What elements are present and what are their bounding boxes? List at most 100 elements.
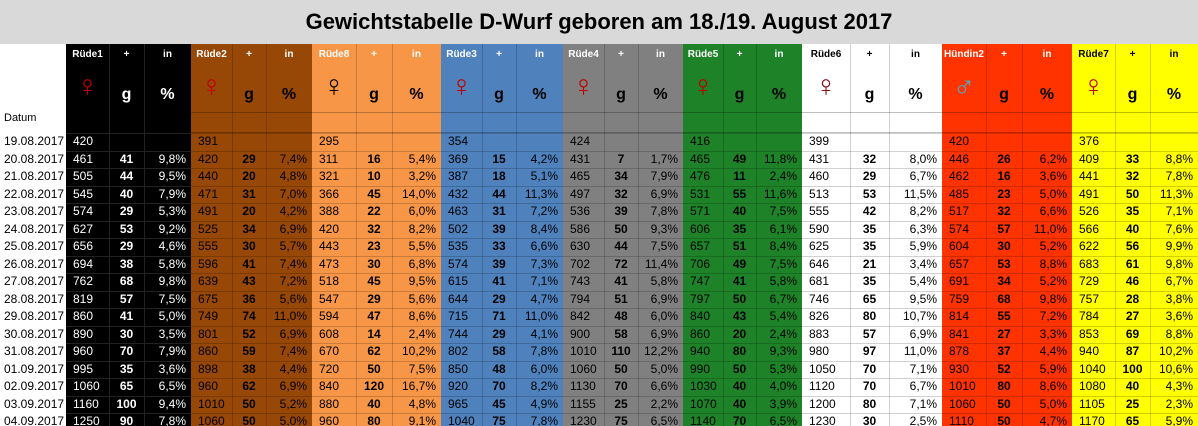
percent-cell: 4,4% <box>1039 344 1067 358</box>
gain-cell: 30 <box>242 239 256 253</box>
percent-cell: 6,7% <box>909 169 937 183</box>
weight-cell: 526 <box>1079 204 1100 218</box>
weight-cell: 842 <box>570 309 591 323</box>
grid-hline <box>942 290 1072 292</box>
grid-hline <box>441 168 563 169</box>
subheader-blank <box>1072 112 1198 133</box>
in-header: in <box>1169 49 1179 60</box>
percent-cell: 7,4% <box>279 256 307 271</box>
weight-cell: 566 <box>1079 221 1100 236</box>
grid-hline <box>191 308 312 309</box>
grid-hline <box>66 290 191 292</box>
grid-hline <box>191 325 312 327</box>
grid-hline <box>191 255 312 257</box>
gain-cell: 70 <box>119 344 134 358</box>
grid-hline <box>441 255 563 257</box>
unit-g: g <box>121 86 132 103</box>
weight-cell: 1160 <box>73 396 99 411</box>
gender-symbol-icon: ♀ <box>1082 70 1105 103</box>
percent-cell <box>266 133 312 151</box>
percent-cell: 5,9% <box>909 239 937 253</box>
gain-cell: 16 <box>997 169 1011 183</box>
weight-cell: 432 <box>448 186 469 201</box>
gain-cell: 48 <box>492 361 506 376</box>
weight-cell: 446 <box>949 151 970 166</box>
in-header: in <box>412 49 421 60</box>
unit-g: g <box>616 86 626 103</box>
percent-cell: 8,4% <box>769 239 797 253</box>
gain-cell: 71 <box>492 309 506 323</box>
weight-cell: 1170 <box>1079 414 1105 426</box>
weight-cell: 471 <box>198 186 219 201</box>
unit-g: g <box>244 86 254 103</box>
weight-cell: 860 <box>690 326 711 341</box>
weight-cell: 1010 <box>570 344 597 358</box>
grid-hline <box>312 325 441 327</box>
gain-cell <box>850 133 889 151</box>
weight-cell: 683 <box>1079 256 1100 271</box>
gain-cell: 61 <box>1125 256 1140 271</box>
gain-cell: 33 <box>492 239 506 253</box>
grid-hline <box>802 255 942 257</box>
weight-cell: 388 <box>319 204 340 218</box>
unit-pct: % <box>1039 86 1055 103</box>
percent-cell: 9,3% <box>650 221 678 236</box>
gain-cell <box>232 133 266 151</box>
weight-cell: 802 <box>448 344 469 358</box>
gain-cell: 39 <box>492 256 506 271</box>
grid-hline <box>441 325 563 327</box>
grid-hline <box>942 378 1072 379</box>
date-cell: 24.08.2017 <box>4 221 65 236</box>
grid-hline <box>1072 395 1198 397</box>
gain-cell: 75 <box>492 414 506 426</box>
gain-cell: 49 <box>732 256 747 271</box>
grid-hline <box>66 220 191 222</box>
percent-cell: 6,8% <box>408 256 436 271</box>
weight-cell: 321 <box>319 169 340 183</box>
grid-hline <box>1072 290 1198 292</box>
puppy-group-6: Rüde6 + in ♀ g% 399 431 32 8,0% 460 29 6,7% 513 53 11,… <box>802 44 942 426</box>
percent-cell: 7,8% <box>158 414 186 426</box>
grid-hline <box>942 203 1072 204</box>
grid-hline <box>191 343 312 344</box>
gain-cell: 45 <box>367 274 381 288</box>
gain-cell: 40 <box>1125 221 1140 236</box>
unit-g: g <box>999 86 1009 103</box>
weight-cell: 860 <box>73 309 94 323</box>
grid-hline <box>563 185 683 187</box>
weight-cell: 960 <box>319 414 340 426</box>
gain-cell <box>723 133 756 151</box>
gain-cell <box>604 133 638 151</box>
percent-cell: 2,3% <box>1165 396 1193 411</box>
weight-cell: 743 <box>570 274 591 288</box>
weight-cell: 531 <box>690 186 711 201</box>
percent-cell: 5,8% <box>769 274 797 288</box>
in-header: in <box>656 49 665 60</box>
puppy-name: Rüde5 <box>687 49 719 60</box>
percent-cell: 9,8% <box>1039 291 1067 306</box>
puppy-group-1: Rüde2 + in ♀ g% 391 420 29 7,4% 440 20 4,8% 471 31 7,0… <box>191 44 312 426</box>
gender-symbol-icon: ♂ <box>952 70 976 103</box>
grid-hline <box>1072 185 1198 187</box>
gain-cell: 23 <box>367 239 381 253</box>
percent-cell: 9,8% <box>1165 256 1193 271</box>
puppy-group-4: Rüde4 + in ♀ g% 424 431 7 1,7% 465 34 7,9% 497 32 6,9%… <box>563 44 683 426</box>
percent-cell: 1,7% <box>650 151 678 166</box>
percent-cell: 4,3% <box>1165 379 1193 393</box>
in-header: in <box>911 49 920 60</box>
grid-hline <box>1072 203 1198 204</box>
weight-cell: 518 <box>319 274 340 288</box>
grid-hline <box>802 168 942 169</box>
weight-cell: 980 <box>809 344 830 358</box>
percent-cell: 7,9% <box>650 169 678 183</box>
gain-cell: 15 <box>492 151 506 166</box>
percent-cell: 8,8% <box>1165 326 1193 341</box>
gender-symbol-icon: ♀ <box>691 70 715 103</box>
gain-cell: 52 <box>997 361 1011 376</box>
grid-vline <box>1022 44 1023 426</box>
weight-cell: 441 <box>1079 169 1100 183</box>
subheader-blank <box>683 112 802 133</box>
percent-cell: 6,9% <box>650 186 678 201</box>
percent-cell: 7,3% <box>530 256 558 271</box>
gain-cell: 29 <box>242 151 256 166</box>
